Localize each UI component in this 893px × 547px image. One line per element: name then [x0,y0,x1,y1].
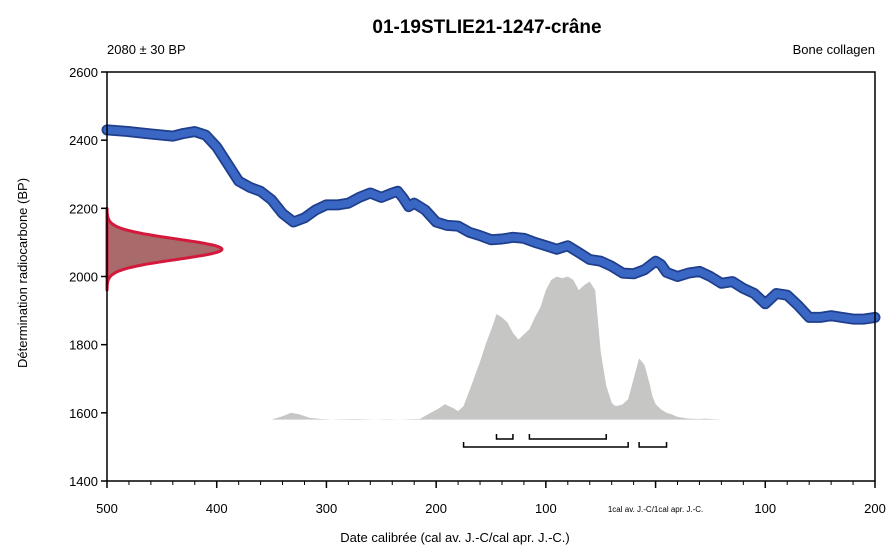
calibration-curve-layer [101,124,881,325]
range-brackets-layer [462,434,668,448]
date-label: 2080 ± 30 BP [107,42,186,57]
x-tick-label: 500 [96,501,118,516]
range-bracket [462,442,629,448]
x-tick-label: 100 [754,501,776,516]
chart-title: 01-19STLIE21-1247-crâne [372,17,601,38]
x-tick-label: 200 [425,501,447,516]
y-axis-label: Détermination radiocarbone (BP) [15,178,30,368]
material-label: Bone collagen [793,42,875,57]
y-tick-label: 2000 [69,270,98,285]
plot-frame [106,71,876,482]
measurement-layer [105,206,224,292]
x-tick-label: 100 [535,501,557,516]
x-axis-ticks: 500 400 300 200 100 1cal av. J.-C/1cal apr. J… [96,481,886,516]
calibration-curve-line [103,126,879,323]
y-tick-label: 1800 [69,338,98,353]
range-bracket [528,434,607,440]
x-tick-label: 400 [206,501,228,516]
y-tick-label: 1400 [69,474,98,489]
x-tick-label: 1cal av. J.-C/1cal apr. J.-C. [608,505,703,514]
x-tick-label: 300 [316,501,338,516]
range-bracket [638,442,668,448]
y-tick-label: 2200 [69,201,98,216]
y-tick-label: 2600 [69,65,98,80]
x-tick-label: 200 [864,501,886,516]
y-tick-label: 1600 [69,406,98,421]
y-tick-label: 2400 [69,133,98,148]
x-axis-label: Date calibrée (cal av. J.-C/cal apr. J.-… [340,530,570,545]
range-bracket [495,434,514,440]
calibrated-distribution-layer [271,276,722,420]
calibrated-distribution-area [271,276,722,420]
measurement-gaussian [105,206,224,292]
y-axis-ticks: 1400 1600 1800 2000 2200 2400 2600 [69,65,107,489]
